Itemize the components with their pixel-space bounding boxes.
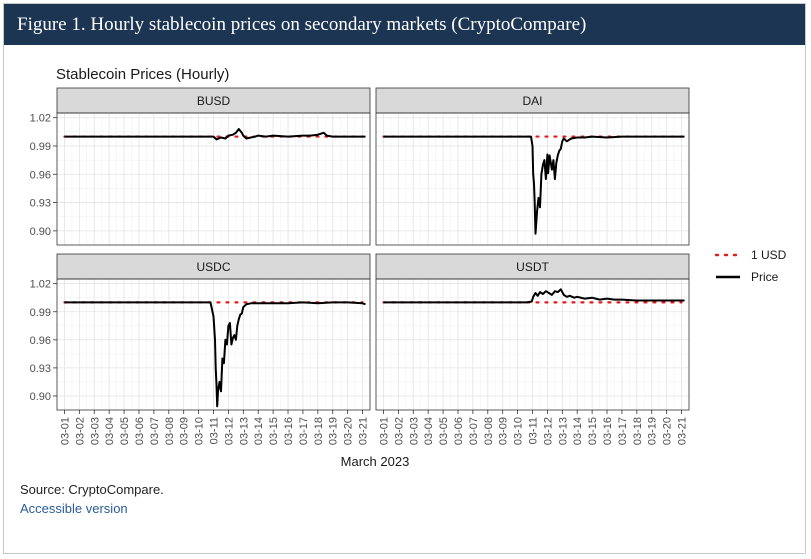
- x-tick-label: 03-21: [677, 417, 689, 445]
- x-tick-label: 03-05: [119, 417, 131, 445]
- y-tick-label: 0.96: [30, 335, 51, 347]
- y-tick-label: 0.90: [30, 226, 51, 238]
- x-tick-label: 03-12: [223, 417, 235, 445]
- legend-label: Price: [751, 270, 779, 284]
- figure-title: Figure 1. Hourly stablecoin prices on se…: [17, 14, 587, 35]
- accessible-version-link[interactable]: Accessible version: [20, 501, 128, 516]
- x-tick-label: 03-18: [313, 417, 325, 445]
- x-tick-label: 03-19: [647, 417, 659, 445]
- x-tick-label: 03-03: [408, 417, 420, 445]
- facet-panels: BUSD 0.90 0.93 0.96 0.99 1.02 DAI USDC 0.90 0.93 0…: [30, 87, 690, 445]
- y-tick-label: 0.93: [30, 363, 51, 375]
- y-tick-label: 1.02: [30, 113, 51, 125]
- x-tick-label: 03-01: [378, 417, 390, 445]
- panel-busd: BUSD 0.90 0.93 0.96 0.99 1.02: [30, 87, 371, 246]
- facet-strip: [375, 253, 690, 280]
- x-tick-label: 03-02: [393, 417, 405, 445]
- chart-title: Stablecoin Prices (Hourly): [56, 66, 229, 83]
- x-axis-label: March 2023: [341, 454, 410, 469]
- x-tick-label: 03-13: [238, 417, 250, 445]
- facet-strip: [56, 253, 371, 280]
- x-tick-label: 03-13: [557, 417, 569, 445]
- y-tick-label: 0.99: [30, 141, 51, 153]
- x-tick-label: 03-08: [164, 417, 176, 445]
- x-tick-label: 03-04: [423, 417, 435, 445]
- source-note: Source: CryptoCompare.: [20, 482, 164, 497]
- facet-label: USDC: [196, 260, 230, 274]
- x-tick-label: 03-06: [134, 417, 146, 445]
- x-tick-label: 03-09: [179, 417, 191, 445]
- x-tick-label: 03-15: [587, 417, 599, 445]
- panel-border: [56, 112, 371, 246]
- x-tick-label: 03-16: [283, 417, 295, 445]
- x-tick-label: 03-06: [453, 417, 465, 445]
- x-tick-label: 03-07: [149, 417, 161, 445]
- chart-legend: 1 USD Price: [714, 248, 787, 284]
- price-line-usdc: [64, 301, 366, 408]
- panel-dai: DAI: [375, 87, 690, 246]
- x-tick-label: 03-20: [662, 417, 674, 445]
- x-tick-label: 03-02: [74, 417, 86, 445]
- panel-border: [375, 112, 690, 246]
- x-tick-label: 03-12: [542, 417, 554, 445]
- x-tick-label: 03-20: [343, 417, 355, 445]
- legend-label: 1 USD: [751, 248, 787, 262]
- x-tick-label: 03-14: [572, 417, 584, 445]
- x-tick-label: 03-01: [59, 417, 71, 445]
- price-line-usdt: [383, 288, 685, 304]
- x-tick-label: 03-11: [528, 417, 540, 444]
- x-tick-label: 03-10: [194, 417, 206, 445]
- facet-strip: [375, 87, 690, 114]
- x-tick-label: 03-17: [298, 417, 310, 445]
- x-tick-label: 03-03: [89, 417, 101, 445]
- x-tick-label: 03-16: [602, 417, 614, 445]
- x-tick-label: 03-08: [483, 417, 495, 445]
- x-tick-label: 03-19: [328, 417, 340, 445]
- price-line-busd: [64, 128, 366, 141]
- x-tick-label: 03-14: [253, 417, 265, 445]
- price-line-dai: [383, 135, 685, 235]
- y-tick-label: 0.90: [30, 391, 51, 403]
- facet-label: DAI: [522, 94, 542, 108]
- y-tick-label: 0.99: [30, 307, 51, 319]
- x-tick-label: 03-15: [268, 417, 280, 445]
- facet-label: BUSD: [197, 94, 231, 108]
- y-tick-label: 0.93: [30, 198, 51, 210]
- x-tick-label: 03-21: [358, 417, 370, 445]
- figure-header: Figure 1. Hourly stablecoin prices on se…: [4, 4, 805, 45]
- y-tick-label: 0.96: [30, 169, 51, 181]
- legend-item-price: Price: [716, 270, 779, 284]
- x-tick-label: 03-07: [468, 417, 480, 445]
- x-tick-label: 03-17: [617, 417, 629, 445]
- x-tick-label: 03-09: [498, 417, 510, 445]
- facet-label: USDT: [516, 260, 549, 274]
- x-tick-label: 03-05: [438, 417, 450, 445]
- x-tick-label: 03-18: [632, 417, 644, 445]
- facet-strip: [56, 87, 371, 114]
- y-tick-label: 1.02: [30, 279, 51, 291]
- x-tick-label: 03-10: [513, 417, 525, 445]
- x-tick-label: 03-04: [104, 417, 116, 445]
- legend-item-1-usd: 1 USD: [714, 248, 787, 262]
- x-tick-label: 03-11: [209, 417, 221, 444]
